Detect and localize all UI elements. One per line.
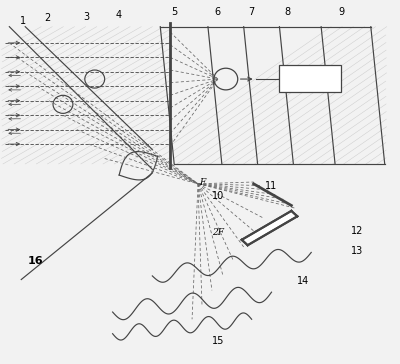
Text: 5: 5 xyxy=(171,7,177,16)
Text: 16: 16 xyxy=(27,257,43,266)
Text: 9: 9 xyxy=(338,7,344,16)
Polygon shape xyxy=(242,211,297,245)
Text: 2: 2 xyxy=(44,13,50,23)
Text: 1: 1 xyxy=(20,16,26,26)
Text: 10: 10 xyxy=(212,191,224,201)
Text: 14: 14 xyxy=(297,276,310,286)
FancyBboxPatch shape xyxy=(280,64,341,92)
Text: 13: 13 xyxy=(351,246,363,256)
Text: 6: 6 xyxy=(215,7,221,16)
Text: 2F: 2F xyxy=(212,228,224,237)
Text: 3: 3 xyxy=(84,12,90,21)
Text: 11: 11 xyxy=(265,181,278,191)
Text: 12: 12 xyxy=(351,226,363,236)
Text: 15: 15 xyxy=(212,336,224,346)
Text: 8: 8 xyxy=(284,7,290,16)
Text: 4: 4 xyxy=(116,10,122,20)
Text: 7: 7 xyxy=(248,7,255,16)
Text: F: F xyxy=(199,178,206,187)
